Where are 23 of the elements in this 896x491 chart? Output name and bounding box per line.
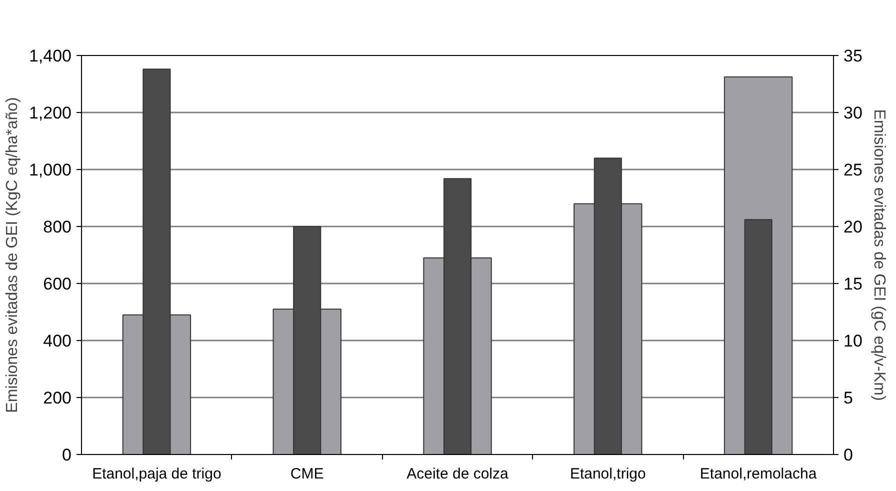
y-tick-label: 1,400 [28, 46, 72, 66]
y2-tick-label: 25 [844, 160, 862, 180]
y2-tick-label: 15 [844, 274, 862, 294]
y2-tick-label: 30 [844, 104, 862, 122]
y-tick-label: 1,000 [28, 160, 72, 180]
x-tick-label: Aceite de colza [406, 466, 510, 482]
y-tick-label: 200 [43, 388, 72, 408]
y2-tick-label: 5 [844, 388, 853, 408]
y2-tick-label: 0 [844, 446, 853, 464]
y-tick-label: 400 [43, 332, 72, 350]
y2-tick-label: 35 [844, 46, 862, 66]
y2-tick-label: 20 [844, 218, 862, 236]
x-tick-label: CME [290, 466, 324, 482]
x-tick-label: Etanol,remolacha [700, 466, 818, 482]
y2-tick-label: 10 [844, 332, 862, 350]
y-tick-label: 600 [43, 274, 72, 294]
y2-axis-title: Emisiones evitadas de GEI (gC eq/v-Km) [870, 109, 888, 401]
y-tick-label: 800 [43, 218, 72, 236]
y-tick-label: 0 [62, 446, 72, 464]
x-tick-label: Etanol,paja de trigo [92, 466, 222, 482]
y-axis-title: Emisiones evitadas de GEI (KgC eq/ha*año) [4, 97, 21, 413]
x-tick-label: Etanol,trigo [570, 466, 646, 482]
y-tick-label: 1,200 [28, 104, 72, 122]
